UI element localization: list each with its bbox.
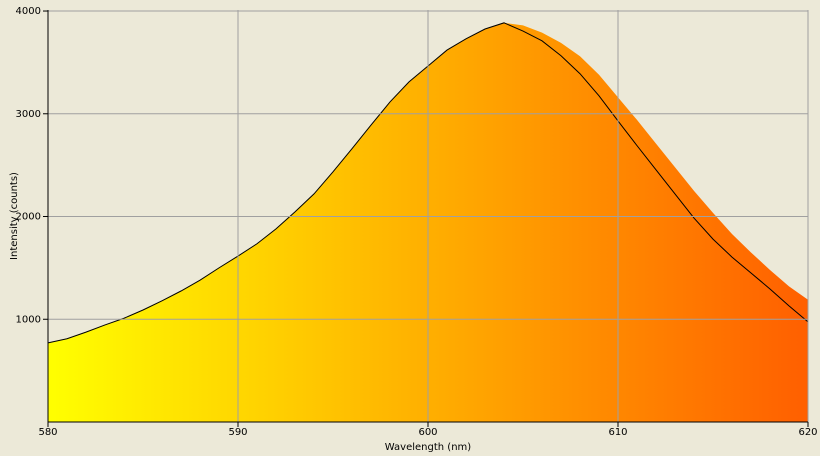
x-tick-label: 620 — [798, 427, 817, 438]
y-axis-label: Intensity (counts) — [9, 172, 20, 260]
x-tick-label: 610 — [608, 427, 627, 438]
y-tick-label: 1000 — [16, 314, 41, 325]
x-axis-label: Wavelength (nm) — [385, 442, 471, 453]
y-tick-label: 3000 — [16, 109, 41, 120]
x-tick-label: 600 — [418, 427, 437, 438]
x-tick-label: 590 — [228, 427, 247, 438]
y-tick-label: 4000 — [16, 6, 41, 17]
x-tick-label: 580 — [38, 427, 57, 438]
y-tick-label: 2000 — [16, 212, 41, 223]
